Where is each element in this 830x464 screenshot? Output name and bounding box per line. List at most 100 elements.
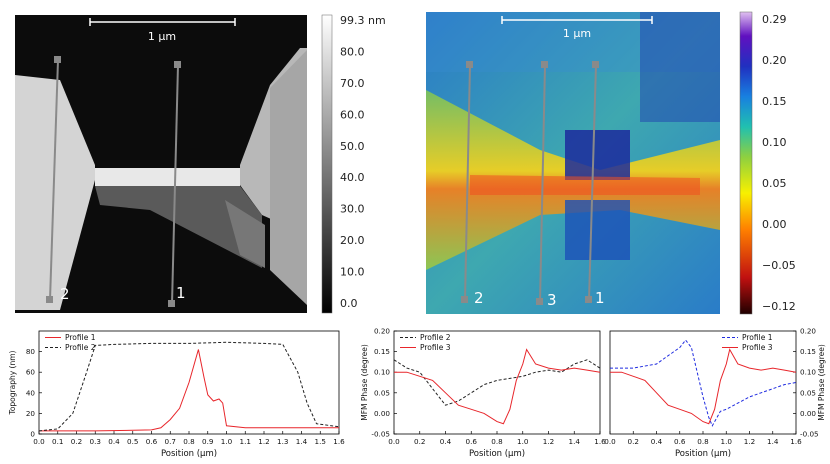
phase-scale-bar-label: 1 µm (563, 27, 591, 40)
y-tick-label: 0.05 (800, 388, 816, 397)
topography-scale-bar-label: 1 µm (148, 30, 176, 43)
x-tick-label: 0.2 (71, 437, 82, 446)
phase-profile-chart-1-3: 0.0 0.2 0.4 0.6 0.8 1.0 1.2 1.4 1.6-0.05 0.00 0.05… (604, 327, 826, 460)
y-tick-label: 0.00 (800, 409, 816, 418)
x-tick-label: 1.4 (569, 437, 581, 446)
x-tick-label: 0.6 (146, 437, 158, 446)
phase-colorbar-tick-label: 0.05 (762, 177, 787, 190)
topography-scale-bar: 1 µm (89, 18, 236, 43)
y-tick-label: 40 (26, 388, 36, 397)
x-axis-label: Position (µm) (161, 449, 217, 459)
x-tick-label: 1.0 (221, 437, 233, 446)
x-tick-label: 0.0 (388, 437, 400, 446)
x-tick-label: 0.6 (466, 437, 478, 446)
x-tick-label: 0.4 (440, 437, 452, 446)
y-tick-label: 80 (26, 347, 36, 356)
x-tick-label: 0.2 (628, 437, 639, 446)
series-line-profile-2 (393, 359, 601, 406)
y-tick-label: 20 (26, 409, 36, 418)
series-line-profile-2 (38, 341, 340, 432)
series-line-profile-3 (610, 348, 797, 425)
topography-profile-chart: 0.0 0.1 0.2 0.3 0.4 0.5 0.6 0.7 0.8 0.9 1.0 1.1 1.2 1… (8, 330, 345, 459)
x-tick-label: 0.4 (651, 437, 663, 446)
y-tick-label: -0.05 (371, 430, 390, 439)
x-tick-label: 1.2 (543, 437, 554, 446)
x-tick-label: 1.2 (258, 437, 269, 446)
x-tick-label: 0.7 (165, 437, 176, 446)
phase-line-label-1: 1 (595, 289, 605, 307)
topography-colorbar-tick-label: 60.0 (340, 108, 365, 121)
topography-colorbar (321, 14, 333, 314)
topography-colorbar-tick-label: 20.0 (340, 234, 365, 247)
y-tick-label: 0 (30, 430, 35, 439)
phase-line-label-3: 3 (547, 291, 557, 309)
phase-line-label-2: 2 (474, 289, 484, 307)
y-tick-label: 0.20 (374, 327, 390, 336)
series-line-profile-1 (610, 339, 797, 427)
y-axis-label: Topography (nm) (8, 350, 17, 415)
x-tick-label: 0.3 (90, 437, 101, 446)
topography-line-label-1: 1 (176, 284, 186, 302)
y-tick-label: 0.15 (800, 347, 816, 356)
x-tick-label: 1.6 (594, 437, 606, 446)
legend-entry: Profile 3 (420, 343, 451, 352)
x-tick-label: 1.6 (790, 437, 802, 446)
topography-colorbar-tick-label: 70.0 (340, 77, 365, 90)
y-tick-label: 0.00 (374, 409, 390, 418)
y-tick-label: 0.05 (374, 388, 390, 397)
phase-profile-chart-2-3: 0.0 0.2 0.4 0.6 0.8 1.0 1.2 1.4 1.6 -0.05 0.00 0.05… (360, 327, 606, 460)
topography-colorbar-tick-label: 50.0 (340, 140, 365, 153)
x-tick-label: 0.8 (697, 437, 709, 446)
phase-scale-bar: 1 µm (501, 16, 653, 40)
phase-colorbar-tick-label: 0.15 (762, 95, 787, 108)
x-tick-label: 0.6 (674, 437, 686, 446)
phase-colorbar-tick-label: −0.05 (762, 259, 796, 272)
x-tick-label: 0.1 (52, 437, 63, 446)
phase-colorbar-tick-label: 0.00 (762, 218, 787, 231)
x-tick-label: 0.9 (202, 437, 214, 446)
legend-entry: Profile 3 (742, 343, 773, 352)
legend-entry: Profile 1 (65, 333, 96, 342)
x-tick-label: 0.0 (33, 437, 45, 446)
topography-colorbar-tick-label: 30.0 (340, 203, 365, 216)
topography-colorbar-tick-label: 40.0 (340, 171, 365, 184)
y-tick-label: 0.10 (800, 368, 816, 377)
phase-colorbar-tick-label: −0.12 (762, 300, 796, 313)
topography-line-label-2: 2 (60, 285, 70, 303)
x-tick-label: 1.0 (721, 437, 733, 446)
x-tick-label: 0.2 (414, 437, 425, 446)
x-tick-label: 1.2 (744, 437, 755, 446)
phase-colorbar-tick-label: 0.29 (762, 13, 787, 26)
topography-colorbar-tick-label: 0.0 (340, 297, 358, 310)
x-tick-label: 1.4 (296, 437, 308, 446)
series-line-profile-3 (394, 348, 601, 425)
y-tick-label: 0.20 (800, 327, 816, 336)
x-tick-label: 0.0 (604, 437, 616, 446)
x-tick-label: 1.4 (767, 437, 779, 446)
y-axis-label: MFM Phase (degree) (360, 344, 369, 421)
y-tick-label: 0.10 (374, 368, 390, 377)
phase-colorbar-tick-label: 0.20 (762, 54, 787, 67)
x-tick-label: 0.8 (491, 437, 503, 446)
x-axis-label: Position (µm) (675, 449, 731, 459)
x-tick-label: 1.5 (315, 437, 326, 446)
series-line-profile-1 (39, 349, 339, 432)
legend-entry: Profile 1 (742, 333, 773, 342)
phase-profile-lines: 2 3 1 (461, 61, 605, 309)
plot-frame (609, 330, 797, 435)
x-tick-label: 0.4 (108, 437, 120, 446)
topography-colorbar-tick-label: 10.0 (340, 266, 365, 279)
phase-colorbar-tick-label: 0.10 (762, 136, 787, 149)
y-tick-label: 0.15 (374, 347, 390, 356)
phase-colorbar (739, 11, 753, 315)
topography-colorbar-ticks: 99.3 nm 80.0 70.0 60.0 50.0 40.0 30.0 20.0 10.0 0… (340, 14, 386, 310)
phase-colorbar-ticks: 0.29 0.20 0.15 0.10 0.05 0.00 −0.05 −0.12 (762, 13, 796, 313)
x-axis-label: Position (µm) (469, 449, 525, 459)
x-tick-label: 0.5 (127, 437, 138, 446)
phase-image (426, 12, 720, 314)
x-tick-label: 0.8 (183, 437, 195, 446)
y-tick-label: 60 (26, 368, 36, 377)
y-tick-label: -0.05 (800, 430, 819, 439)
x-tick-label: 1.0 (517, 437, 529, 446)
